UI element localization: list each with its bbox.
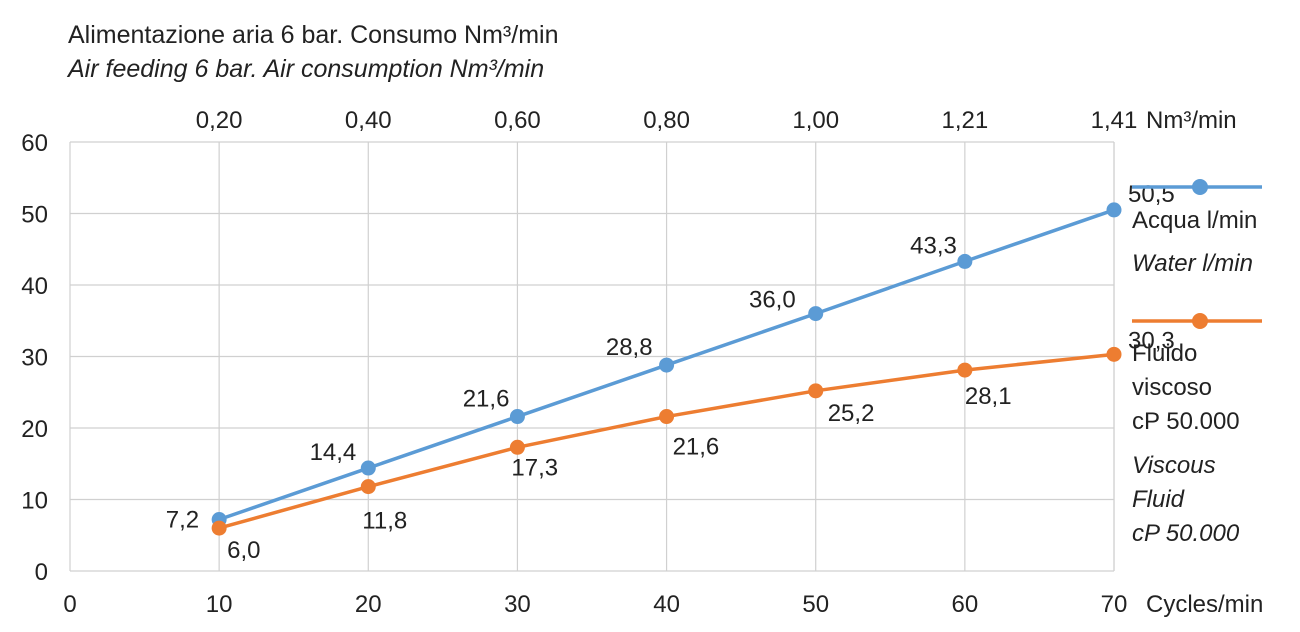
legend-viscous-italian-3: cP 50.000 — [1132, 408, 1240, 435]
data-label-water: 14,4 — [310, 439, 357, 466]
data-series — [211, 202, 1122, 536]
top-axis-tick-label: 0,40 — [345, 107, 392, 134]
data-label-viscous: 21,6 — [673, 434, 720, 461]
data-label-water: 36,0 — [749, 287, 796, 314]
x-tick-label: 0 — [63, 591, 76, 618]
data-point-viscous — [509, 439, 525, 455]
data-point-water — [659, 357, 675, 373]
data-label-viscous: 30,3 — [1128, 327, 1175, 354]
legend-viscous-english-2-text: Fluid — [1132, 486, 1185, 513]
data-label-viscous: 6,0 — [227, 537, 260, 564]
data-label-viscous: 17,3 — [511, 454, 558, 481]
y-tick-label: 20 — [21, 416, 48, 443]
legend-viscous-italian-1: Fluido — [1132, 340, 1198, 367]
data-label-water: 28,8 — [606, 334, 653, 361]
data-label-viscous: 25,2 — [828, 400, 875, 427]
legend-marker-water — [1192, 179, 1208, 195]
data-point-viscous — [957, 362, 973, 378]
data-label-water: 50,5 — [1128, 181, 1175, 208]
data-point-viscous — [1106, 346, 1122, 362]
data-point-water — [509, 409, 525, 425]
data-point-viscous — [360, 479, 376, 495]
grid-lines — [69, 141, 1115, 572]
x-axis-label: Cycles/min — [1146, 591, 1263, 618]
x-tick-label: 60 — [952, 591, 979, 618]
data-label-water: 7,2 — [166, 507, 199, 534]
y-tick-label: 50 — [21, 202, 48, 229]
legend-water-english-text: Water l/min — [1132, 250, 1253, 277]
x-tick-label: 50 — [802, 591, 829, 618]
data-label-water: 21,6 — [463, 386, 510, 413]
top-axis-tick-label: 1,41 — [1091, 107, 1138, 134]
data-point-viscous — [211, 520, 227, 536]
data-point-water — [360, 460, 376, 476]
data-point-water — [808, 306, 824, 322]
x-tick-label: 10 — [206, 591, 233, 618]
x-tick-label: 70 — [1101, 591, 1128, 618]
legend-viscous-english-1: Viscous — [1132, 450, 1216, 482]
x-tick-label: 20 — [355, 591, 382, 618]
axis-tick-labels: 0 10 20 30 40 50 60 0 10 20 30 40 50 60 70 Cycles/min 0,… — [21, 107, 1263, 618]
data-label-viscous: 28,1 — [965, 383, 1012, 410]
data-point-water — [1106, 202, 1122, 218]
legend-viscous-english-2: Fluid — [1132, 484, 1184, 516]
x-tick-label: 40 — [653, 591, 680, 618]
top-axis-tick-label: 1,00 — [792, 107, 839, 134]
y-tick-label: 10 — [21, 488, 48, 515]
legend-water-italian: Acqua l/min — [1132, 207, 1258, 234]
top-axis-tick-label: 0,20 — [196, 107, 243, 134]
data-label-viscous: 11,8 — [362, 508, 407, 535]
y-tick-label: 30 — [21, 345, 48, 372]
y-tick-label: 0 — [35, 559, 48, 586]
legend-viscous-english-1-text: Viscous — [1132, 452, 1216, 479]
data-point-water — [957, 253, 973, 269]
data-point-viscous — [659, 409, 675, 425]
chart-title-italian: Alimentazione aria 6 bar. Consumo Nm³/mi… — [68, 21, 559, 49]
legend-viscous-italian-2: viscoso — [1132, 374, 1213, 401]
top-axis-tick-label: 1,21 — [941, 107, 988, 134]
x-tick-label: 30 — [504, 591, 531, 618]
chart-title-english: Air feeding 6 bar. Air consumption Nm³/m… — [68, 55, 545, 83]
data-labels: 7,2 14,4 21,6 28,8 36,0 43,3 50,5 6,0 11,8 17,3 21… — [166, 181, 1175, 564]
y-tick-label: 40 — [21, 273, 48, 300]
legend-markers — [1132, 179, 1262, 329]
legend-viscous-english-3-text: cP 50.000 — [1132, 520, 1240, 547]
top-axis-tick-label: 0,60 — [494, 107, 541, 134]
top-axis-label: Nm³/min — [1146, 107, 1237, 134]
legend-viscous-english-3: cP 50.000 — [1132, 518, 1239, 550]
top-axis-tick-label: 0,80 — [643, 107, 690, 134]
legend-water-english: Water l/min — [1132, 248, 1253, 280]
data-label-water: 43,3 — [910, 232, 957, 259]
y-tick-label: 60 — [21, 130, 48, 157]
legend-marker-viscous — [1192, 313, 1208, 329]
data-point-viscous — [808, 383, 824, 399]
